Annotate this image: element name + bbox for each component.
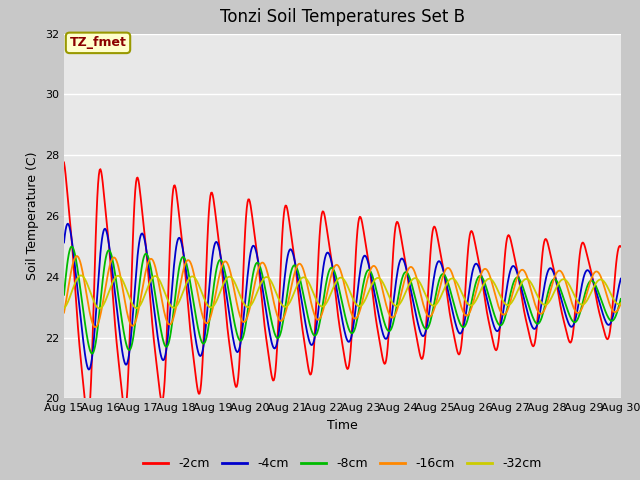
-8cm <box>428 312 436 318</box>
-16cm <box>428 312 436 317</box>
X-axis label: Time: Time <box>327 419 358 432</box>
-16cm <box>91 324 99 330</box>
-16cm <box>70 257 78 263</box>
-8cm <box>71 251 79 257</box>
-4cm <box>85 367 93 372</box>
-16cm <box>129 323 137 329</box>
-2cm <box>70 268 78 274</box>
Title: Tonzi Soil Temperatures Set B: Tonzi Soil Temperatures Set B <box>220 9 465 26</box>
Text: TZ_fmet: TZ_fmet <box>70 36 127 49</box>
-32cm <box>70 283 78 288</box>
-4cm <box>129 311 137 317</box>
-2cm <box>428 242 435 248</box>
-4cm <box>186 293 193 299</box>
-4cm <box>428 289 436 295</box>
-8cm <box>88 351 96 357</box>
-8cm <box>60 292 68 298</box>
Line: -2cm: -2cm <box>64 162 621 418</box>
-32cm <box>428 302 436 308</box>
-32cm <box>186 276 193 281</box>
-2cm <box>617 244 625 250</box>
-16cm <box>412 272 419 277</box>
-32cm <box>77 273 85 278</box>
-4cm <box>215 245 223 251</box>
-8cm <box>68 244 76 250</box>
-16cm <box>74 253 81 259</box>
-8cm <box>412 296 419 302</box>
-16cm <box>186 258 193 264</box>
-8cm <box>129 336 137 342</box>
-16cm <box>617 300 625 306</box>
Line: -32cm: -32cm <box>64 276 621 308</box>
-2cm <box>185 311 193 317</box>
-2cm <box>128 258 136 264</box>
-2cm <box>214 233 222 239</box>
-32cm <box>96 305 104 311</box>
-2cm <box>411 325 419 331</box>
-8cm <box>215 258 223 264</box>
-8cm <box>186 275 193 281</box>
-32cm <box>60 305 68 311</box>
-4cm <box>71 263 79 268</box>
-32cm <box>617 301 625 307</box>
Legend: -2cm, -4cm, -8cm, -16cm, -32cm: -2cm, -4cm, -8cm, -16cm, -32cm <box>138 452 547 475</box>
-8cm <box>617 296 625 302</box>
-4cm <box>64 221 72 227</box>
-32cm <box>215 292 223 298</box>
Line: -8cm: -8cm <box>64 247 621 354</box>
-4cm <box>617 276 625 281</box>
-4cm <box>60 240 68 245</box>
-4cm <box>412 310 419 316</box>
-2cm <box>84 415 92 420</box>
Line: -16cm: -16cm <box>64 256 621 327</box>
-32cm <box>412 276 419 281</box>
Line: -4cm: -4cm <box>64 224 621 370</box>
-32cm <box>129 302 137 308</box>
Y-axis label: Soil Temperature (C): Soil Temperature (C) <box>26 152 39 280</box>
-2cm <box>60 159 68 165</box>
-16cm <box>60 310 68 315</box>
-16cm <box>215 275 223 280</box>
